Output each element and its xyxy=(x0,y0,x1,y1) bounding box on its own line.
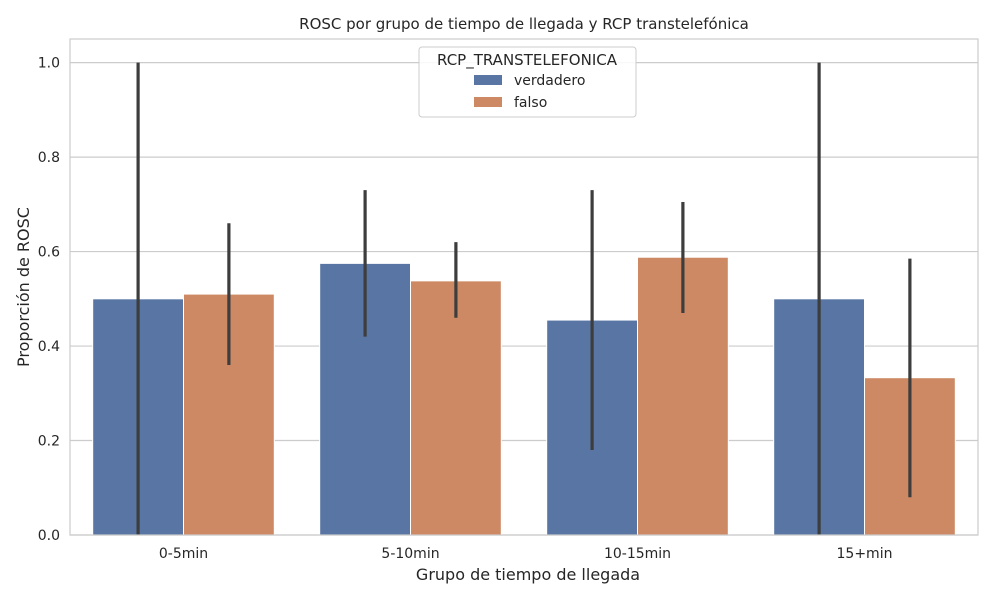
y-tick-label: 0.2 xyxy=(38,434,60,450)
y-tick-label: 0.4 xyxy=(38,339,60,355)
tick-labels: 0.0 0.2 0.4 0.6 0.8 1.0 0-5min 5-10min 10-15min 1… xyxy=(38,56,893,562)
y-tick-label: 1.0 xyxy=(38,56,60,72)
legend-label-falso: falso xyxy=(514,95,547,111)
x-axis-label: Grupo de tiempo de llegada xyxy=(416,565,640,584)
legend-label-verdadero: verdadero xyxy=(514,73,585,89)
y-tick-label: 0.8 xyxy=(38,150,60,166)
x-tick-label: 5-10min xyxy=(381,546,439,562)
bar-falso-5-10min xyxy=(410,280,502,536)
x-tick-label: 10-15min xyxy=(604,546,671,562)
y-tick-label: 0.0 xyxy=(38,528,60,544)
legend-swatch-falso xyxy=(474,97,502,107)
x-tick-label: 15+min xyxy=(837,546,893,562)
x-tick-label: 0-5min xyxy=(159,546,208,562)
error-bars xyxy=(136,62,912,535)
y-axis-label: Proporción de ROSC xyxy=(14,207,33,367)
legend-title: RCP_TRANSTELEFONICA xyxy=(437,51,618,70)
legend: RCP_TRANSTELEFONICA verdadero falso xyxy=(418,46,637,118)
legend-swatch-verdadero xyxy=(474,75,502,85)
legend-box xyxy=(418,46,637,118)
y-tick-label: 0.6 xyxy=(38,245,60,261)
plot-frame xyxy=(69,38,979,536)
chart-title: ROSC por grupo de tiempo de llegada y RC… xyxy=(299,15,749,33)
